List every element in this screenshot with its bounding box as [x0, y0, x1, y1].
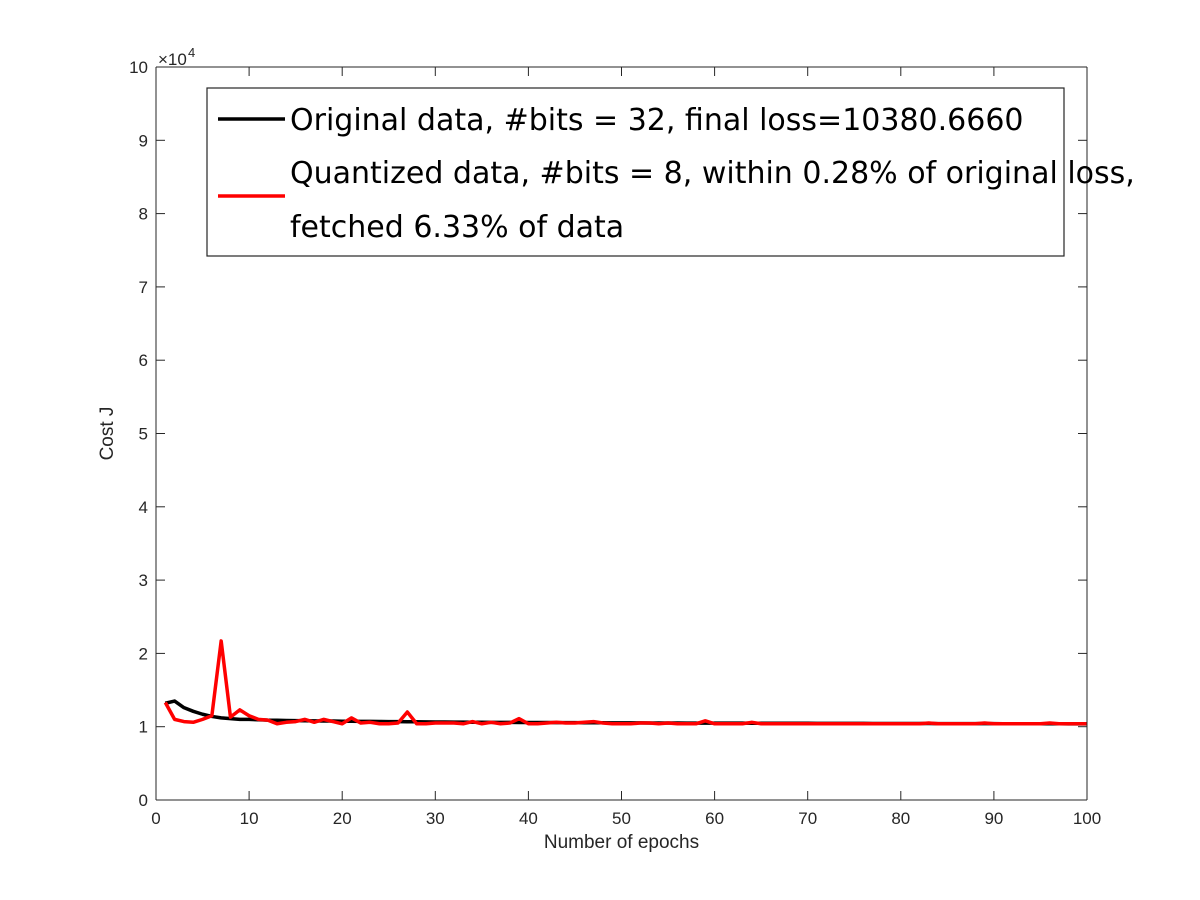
y-tick-label: 1 — [139, 718, 148, 737]
x-axis-label: Number of epochs — [544, 832, 699, 853]
y-tick-label: 7 — [139, 278, 148, 297]
y-tick-label: 5 — [139, 425, 148, 444]
x-tick-label: 50 — [612, 809, 631, 828]
x-tick-label: 90 — [984, 809, 1003, 828]
y-axis-multiplier: ×10 4 — [158, 45, 195, 69]
x-tick-label: 100 — [1073, 809, 1101, 828]
series-layer — [163, 639, 1088, 726]
y-tick-label: 3 — [139, 571, 148, 590]
x-tick-label: 10 — [240, 809, 259, 828]
y-tick-label: 10 — [129, 58, 148, 77]
x-tick-label: 80 — [891, 809, 910, 828]
series-line-quantized — [163, 639, 1087, 726]
legend: Original data, #bits = 32, final loss=10… — [206, 87, 1135, 257]
y-tick-label: 2 — [139, 644, 148, 663]
ticks: 0 10 20 30 40 50 60 70 80 90 100 0 1 2 3 4 5 6 7 8 9 10 — [129, 58, 1101, 828]
y-tick-label: 8 — [139, 205, 148, 224]
x-tick-label: 60 — [705, 809, 724, 828]
y-multiplier-base: ×10 — [158, 50, 187, 69]
x-tick-label: 70 — [798, 809, 817, 828]
legend-label: Original data, #bits = 32, final loss=10… — [290, 103, 1024, 138]
y-axis-label: Cost J — [97, 407, 118, 461]
x-tick-label: 40 — [519, 809, 538, 828]
y-tick-label: 0 — [139, 791, 148, 810]
legend-label: fetched 6.33% of data — [290, 210, 624, 245]
legend-box — [206, 87, 1065, 257]
x-tick-label: 30 — [426, 809, 445, 828]
y-tick-label: 9 — [139, 131, 148, 150]
legend-label: Quantized data, #bits = 8, within 0.28% … — [290, 156, 1135, 191]
y-tick-label: 6 — [139, 351, 148, 370]
x-tick-label: 20 — [333, 809, 352, 828]
y-multiplier-exponent: 4 — [188, 45, 195, 60]
x-tick-label: 0 — [151, 809, 160, 828]
y-tick-label: 4 — [139, 498, 148, 517]
